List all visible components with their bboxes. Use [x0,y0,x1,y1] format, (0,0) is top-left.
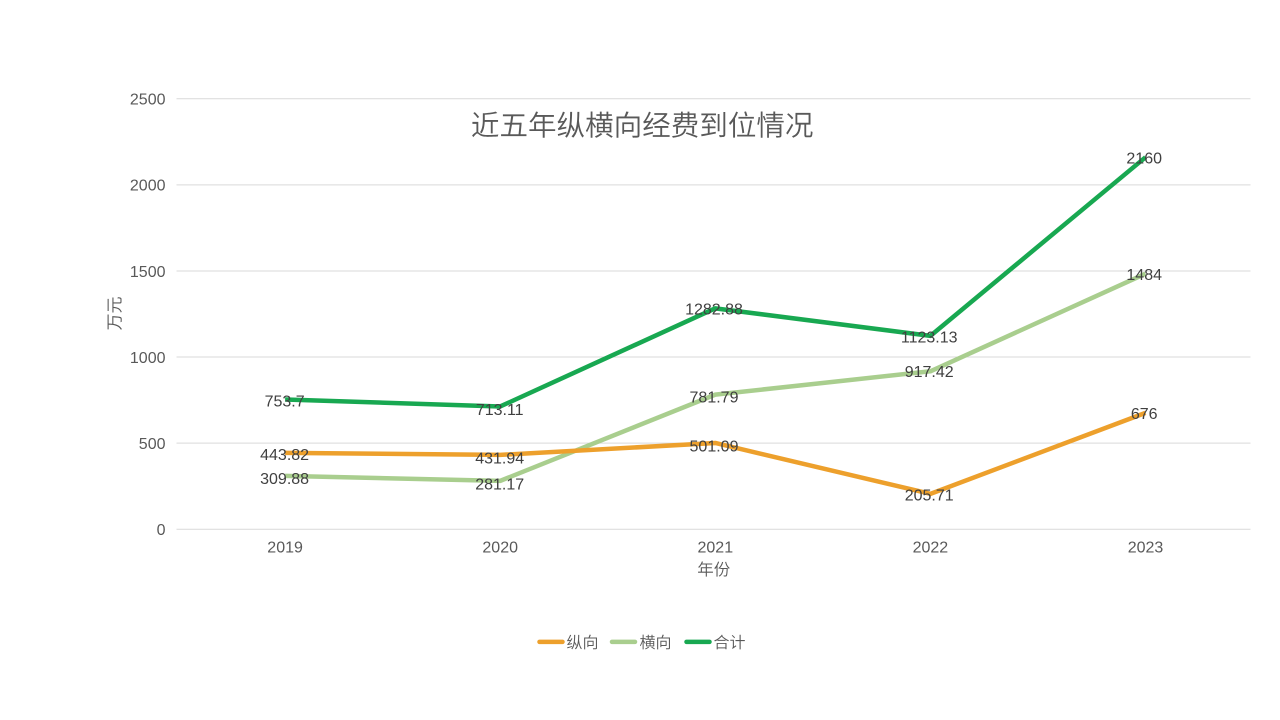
svg-text:500: 500 [139,436,166,453]
svg-text:2500: 2500 [130,92,166,109]
svg-text:753.7: 753.7 [265,394,305,411]
svg-text:1000: 1000 [130,350,166,367]
svg-text:2019: 2019 [267,540,303,557]
svg-text:2160: 2160 [1126,150,1162,167]
svg-text:917.42: 917.42 [905,364,954,381]
svg-text:1282.88: 1282.88 [685,302,743,319]
svg-text:2020: 2020 [482,540,518,557]
svg-text:1484: 1484 [1126,267,1162,284]
svg-text:431.94: 431.94 [475,450,524,467]
svg-text:676: 676 [1131,406,1158,423]
svg-text:443.82: 443.82 [260,447,309,464]
svg-text:1500: 1500 [130,264,166,281]
svg-text:2022: 2022 [913,540,949,557]
svg-text:1123.13: 1123.13 [901,330,958,347]
svg-text:2023: 2023 [1128,540,1164,557]
svg-text:2000: 2000 [130,178,166,195]
svg-text:2021: 2021 [698,540,734,557]
svg-text:309.88: 309.88 [260,471,309,488]
svg-text:501.09: 501.09 [690,438,739,455]
svg-text:281.17: 281.17 [475,476,524,493]
svg-text:713.11: 713.11 [476,402,524,419]
svg-text:0: 0 [157,522,166,539]
svg-text:781.79: 781.79 [690,390,739,407]
svg-text:205.71: 205.71 [905,487,954,504]
